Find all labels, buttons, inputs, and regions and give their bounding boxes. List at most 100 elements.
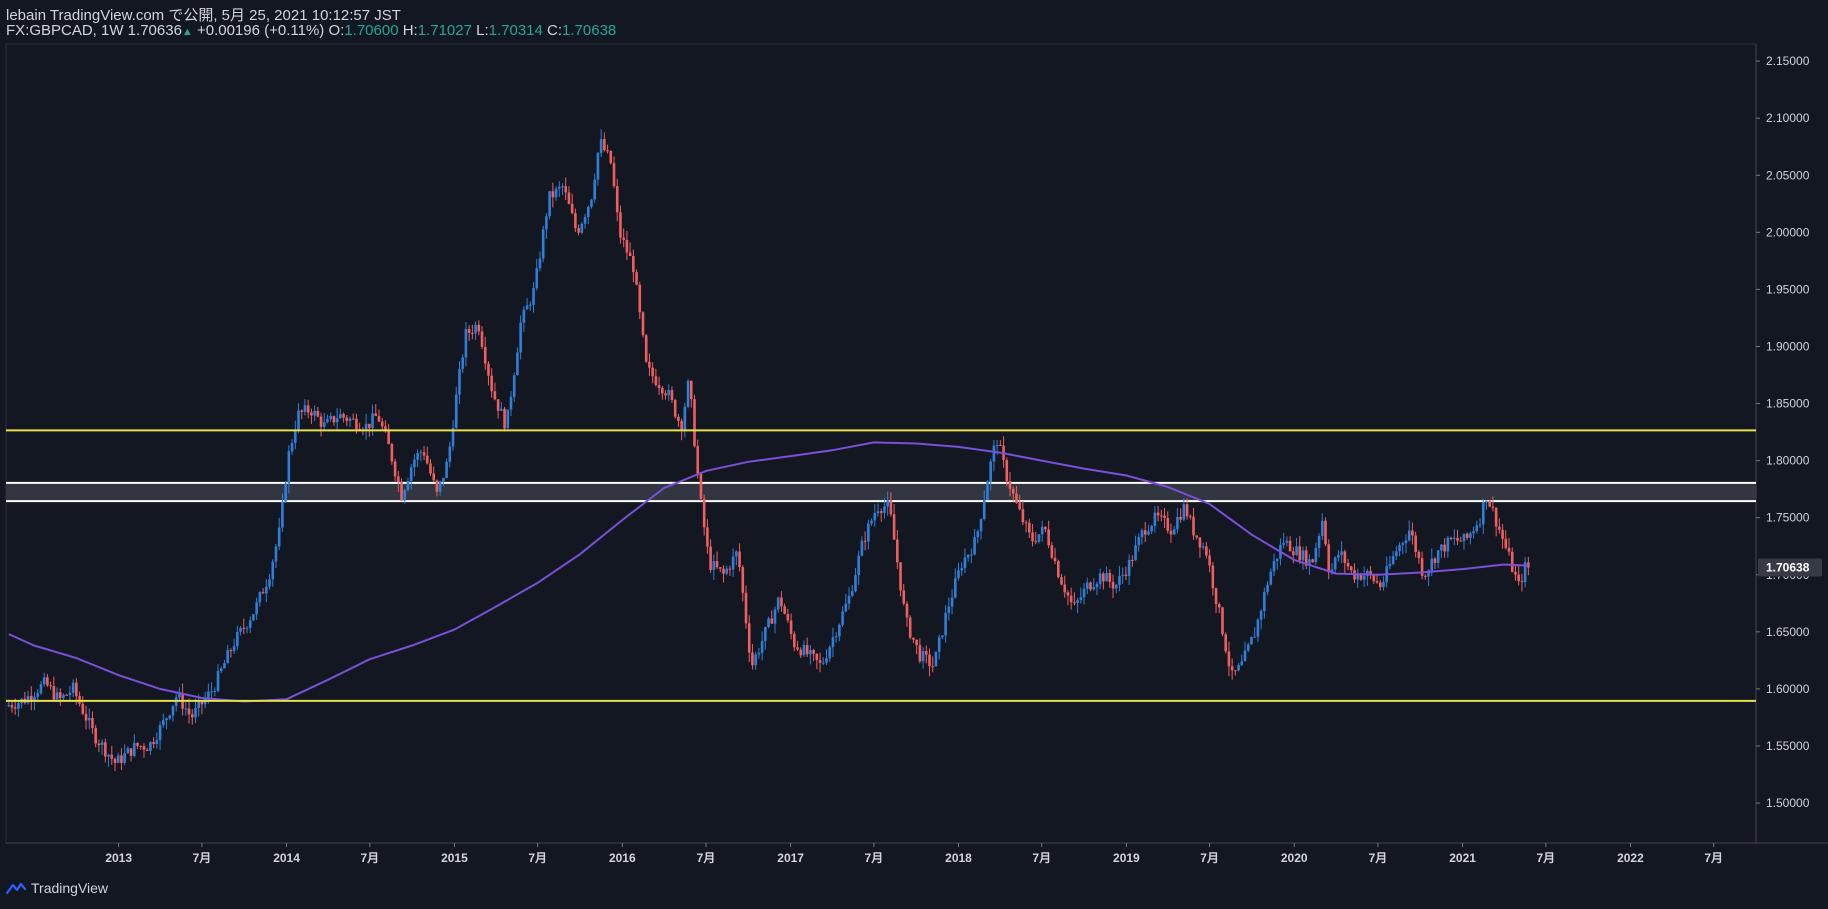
candle-down (702, 498, 706, 528)
candle-up (1037, 534, 1041, 542)
candle-up (223, 663, 226, 669)
candle-up (219, 668, 223, 672)
candle-down (1494, 507, 1498, 527)
candle-down (1424, 575, 1427, 577)
x-tick-label: 2019 (1113, 851, 1140, 865)
symbol-info-bar: FX:GBPCAD, 1W 1.70636▲ +0.00196 (+0.11%)… (6, 22, 616, 39)
candle-up (1246, 644, 1250, 651)
candle-up (860, 540, 864, 556)
candle-down (1214, 588, 1218, 605)
candle-down (200, 701, 204, 705)
candle-down (609, 150, 613, 164)
candle-down (1324, 520, 1327, 545)
candle-down (1288, 540, 1292, 552)
candle-down (1443, 544, 1446, 552)
candle-up (1150, 526, 1153, 532)
candle-up (1523, 562, 1527, 583)
candle-down (46, 677, 49, 686)
candle-up (1134, 545, 1137, 561)
y-tick-label: 2.00000 (1766, 225, 1810, 239)
candle-down (345, 417, 349, 421)
candle-down (1160, 515, 1163, 517)
candle-down (680, 420, 683, 431)
candle-up (329, 416, 333, 420)
candle-down (380, 421, 384, 427)
candle-up (921, 651, 925, 662)
candle-down (751, 652, 754, 666)
candle-up (322, 422, 326, 427)
candle-down (10, 705, 14, 708)
candle-up (809, 650, 812, 655)
candle-down (615, 186, 619, 213)
candle-down (1031, 532, 1034, 542)
candle-down (1063, 584, 1067, 593)
candle-down (1433, 558, 1437, 563)
candle-up (168, 715, 172, 719)
candle-down (493, 391, 497, 400)
candle-down (384, 426, 387, 432)
candle-down (377, 415, 381, 422)
candle-up (255, 602, 258, 615)
candle-down (625, 239, 629, 253)
candle-up (339, 414, 342, 419)
candle-down (129, 748, 133, 756)
candle-up (1266, 584, 1269, 593)
candle-down (1459, 540, 1463, 542)
candle-down (925, 651, 928, 655)
candle-up (838, 624, 841, 637)
candle-up (293, 430, 297, 443)
candle-up (448, 446, 452, 462)
candle-up (271, 561, 275, 580)
candle-up (442, 477, 445, 482)
candle-down (300, 410, 304, 412)
candle-up (828, 647, 832, 659)
candle-up (519, 322, 522, 353)
candle-up (538, 258, 542, 269)
candle-up (760, 641, 764, 653)
candle-up (1137, 537, 1141, 546)
moving-average-line (8, 441, 1529, 703)
candle-up (42, 677, 46, 685)
candle-up (1272, 561, 1276, 572)
candle-up (1118, 575, 1121, 585)
candle-up (941, 635, 944, 638)
candle-down (13, 707, 17, 709)
candle-down (1188, 516, 1192, 518)
candle-down (65, 694, 69, 696)
candle-down (104, 742, 107, 757)
candle-down (75, 682, 78, 697)
candle-down (1195, 535, 1199, 538)
candle-down (657, 384, 661, 389)
candle-up (71, 682, 75, 693)
candle-up (731, 556, 735, 570)
candle-up (461, 357, 465, 370)
candle-down (1372, 575, 1376, 582)
x-tick-label: 7月 (1200, 851, 1219, 865)
y-tick-label: 1.50000 (1766, 796, 1810, 810)
candle-up (725, 568, 728, 574)
candle-down (487, 363, 490, 376)
close-label: C: (547, 22, 563, 39)
candle-down (319, 416, 323, 427)
candle-up (100, 742, 104, 746)
candle-up (1085, 582, 1089, 589)
candle-up (1333, 557, 1337, 570)
candle-down (306, 405, 310, 413)
candle-down (664, 393, 667, 396)
candle-down (1179, 516, 1182, 520)
candle-down (1504, 538, 1508, 548)
candle-up (161, 720, 165, 726)
candle-down (1163, 515, 1166, 519)
candle-up (1388, 563, 1392, 567)
candle-up (158, 725, 162, 741)
candle-up (973, 537, 976, 555)
candle-up (62, 694, 65, 699)
candle-down (1230, 666, 1234, 671)
candle-down (648, 361, 651, 368)
candle-up (1275, 558, 1279, 562)
candle-up (934, 651, 938, 667)
candle-up (873, 513, 877, 521)
candle-down (622, 237, 625, 240)
candle-down (577, 228, 580, 233)
